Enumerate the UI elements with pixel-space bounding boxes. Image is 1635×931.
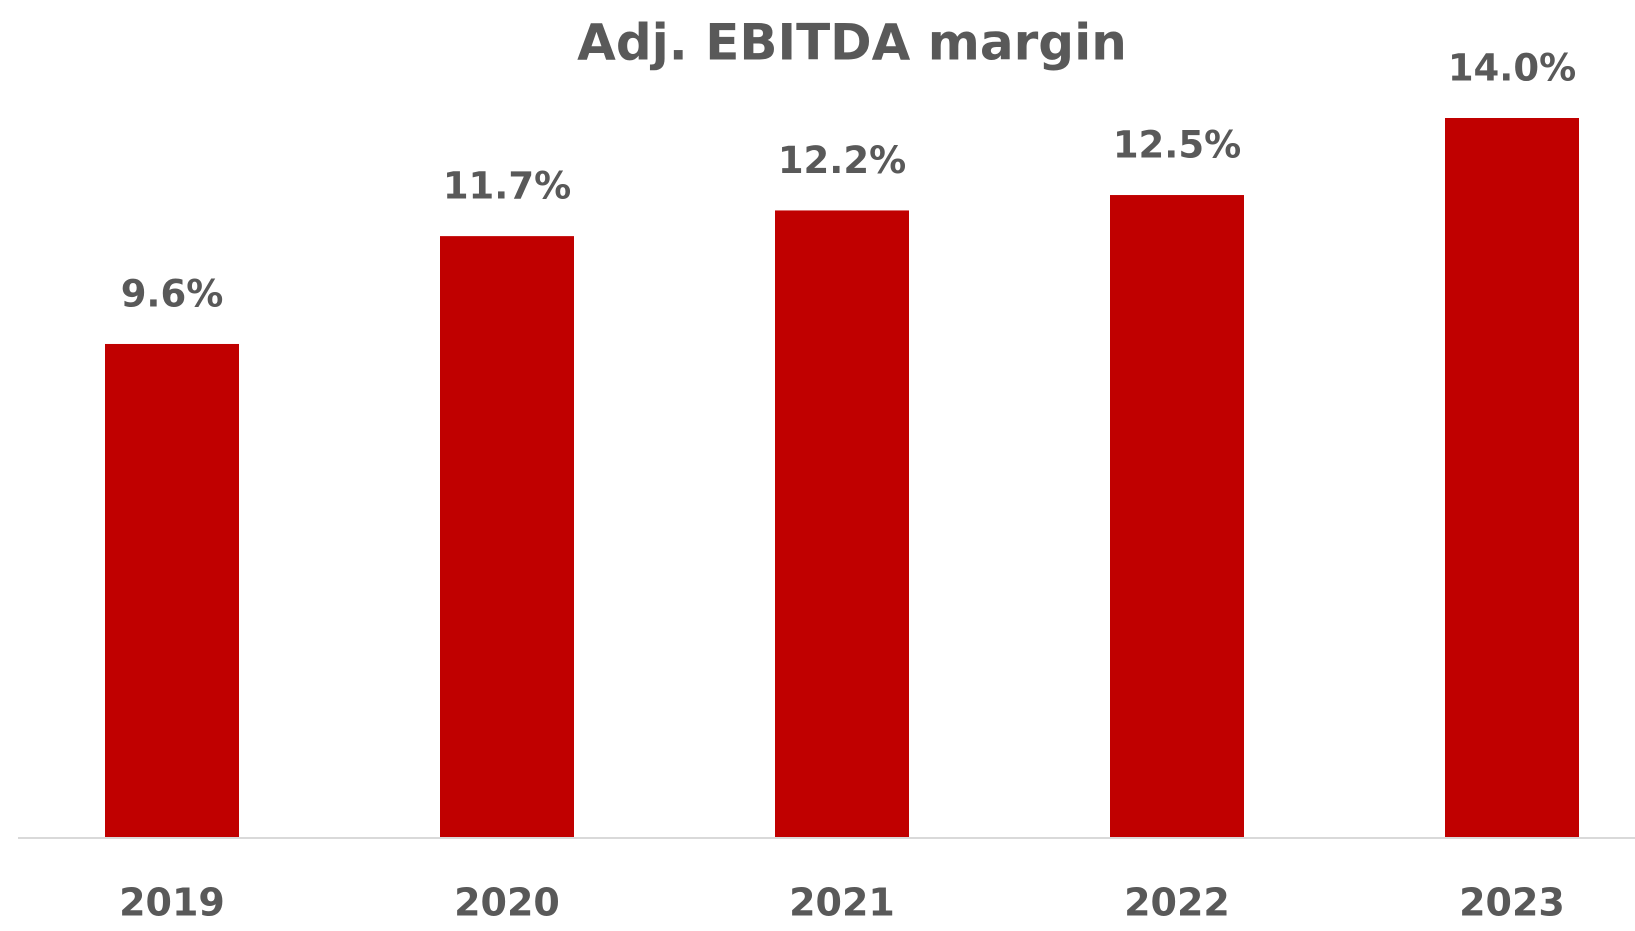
value-label: 9.6% bbox=[121, 272, 224, 315]
value-label: 11.7% bbox=[443, 165, 571, 208]
bar bbox=[440, 236, 574, 837]
x-tick-label: 2021 bbox=[789, 881, 895, 925]
bar bbox=[1445, 118, 1579, 837]
chart-title: Adj. EBITDA margin bbox=[577, 14, 1127, 72]
x-tick-label: 2020 bbox=[454, 881, 560, 925]
bar bbox=[775, 210, 909, 837]
x-tick-label: 2023 bbox=[1459, 881, 1565, 925]
value-label: 12.5% bbox=[1113, 124, 1241, 167]
bar bbox=[105, 343, 239, 837]
value-label: 12.2% bbox=[778, 139, 906, 182]
x-tick-label: 2019 bbox=[119, 881, 225, 925]
bar bbox=[1110, 195, 1244, 838]
value-label: 14.0% bbox=[1448, 47, 1576, 90]
x-tick-label: 2022 bbox=[1124, 881, 1230, 925]
